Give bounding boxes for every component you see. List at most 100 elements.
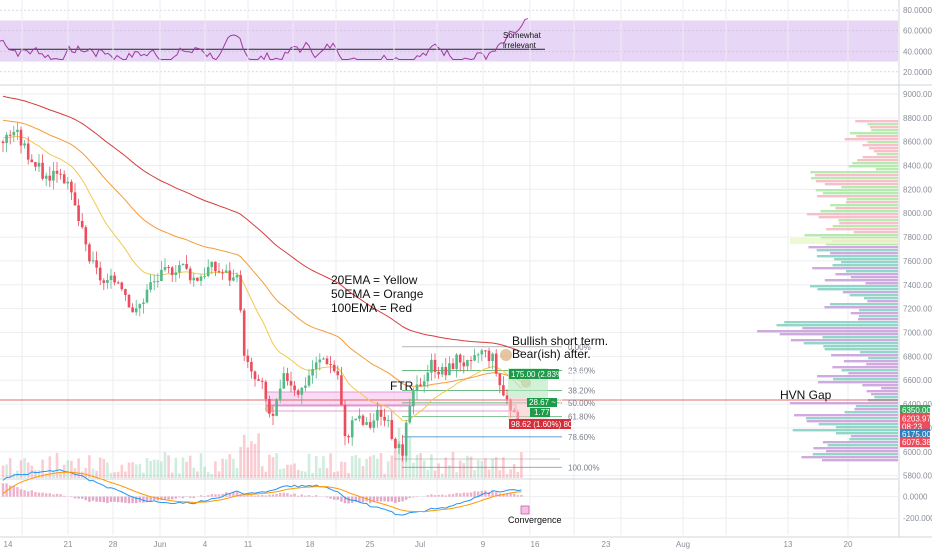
volume-bar bbox=[498, 470, 502, 478]
volume-profile-bar bbox=[832, 264, 898, 267]
volume-profile-bar bbox=[818, 423, 898, 426]
candle-body bbox=[293, 385, 296, 391]
volume-profile-bar bbox=[855, 120, 898, 123]
price-tick-label: 8800.00 bbox=[903, 114, 932, 123]
volume-bar bbox=[293, 463, 296, 478]
volume-bar bbox=[113, 472, 116, 478]
candle-body bbox=[347, 436, 350, 438]
volume-profile-bar bbox=[843, 360, 898, 363]
volume-bar bbox=[160, 461, 163, 478]
volume-bar bbox=[358, 458, 361, 478]
volume-profile-bar bbox=[822, 336, 898, 339]
volume-bars bbox=[1, 427, 523, 478]
volume-profile-bar bbox=[850, 312, 898, 315]
volume-bar bbox=[210, 473, 214, 478]
volume-bar bbox=[66, 460, 70, 478]
macd-histogram-bar bbox=[16, 487, 19, 497]
volume-profile-bar bbox=[811, 177, 898, 180]
volume-bar bbox=[437, 463, 440, 478]
volume-bar bbox=[512, 463, 516, 478]
volume-profile-bar bbox=[801, 456, 898, 459]
candle-body bbox=[322, 358, 325, 360]
volume-profile-bar bbox=[810, 171, 898, 174]
volume-bar bbox=[149, 460, 152, 478]
macd-histogram-bar bbox=[88, 496, 91, 502]
volume-profile-bar bbox=[862, 144, 898, 147]
ema20-line bbox=[2, 135, 522, 422]
price-tick-label: 8200.00 bbox=[903, 185, 932, 194]
volume-bar bbox=[138, 463, 142, 478]
candle-body bbox=[404, 422, 408, 456]
candle-body bbox=[5, 134, 8, 144]
rsi-note-line-1: Somewhat bbox=[503, 31, 542, 40]
candle-body bbox=[329, 364, 332, 366]
candle-body bbox=[124, 289, 127, 295]
volume-bar bbox=[322, 456, 325, 478]
volume-bar bbox=[455, 472, 458, 478]
volume-bar bbox=[318, 467, 322, 478]
candle-body bbox=[332, 364, 336, 372]
volume-profile-bar bbox=[846, 198, 898, 201]
candle-body bbox=[376, 409, 379, 421]
volume-bar bbox=[1, 465, 5, 478]
candle-body bbox=[502, 385, 505, 396]
price-tick-label: 8400.00 bbox=[903, 162, 932, 171]
time-tick-label: 13 bbox=[784, 540, 793, 549]
convergence-marker bbox=[520, 505, 530, 515]
ema50-line bbox=[2, 119, 522, 387]
rsi-panel: 80.0000 60.0000 40.0000 20.0000 bbox=[0, 6, 932, 86]
macd-histogram-bar bbox=[268, 494, 271, 497]
volume-profile-bar bbox=[802, 327, 898, 330]
candle-body bbox=[142, 302, 145, 305]
macd-histogram-bar bbox=[329, 496, 332, 499]
volume-profile-bar bbox=[835, 432, 898, 435]
target-badge bbox=[509, 369, 559, 379]
volume-profile-bar bbox=[841, 369, 898, 372]
macd-histogram-bar bbox=[246, 495, 249, 497]
volume-bar bbox=[95, 470, 98, 478]
volume-profile-bar bbox=[871, 393, 898, 396]
macd-histogram-bar bbox=[271, 494, 275, 497]
macd-histogram-bar bbox=[174, 496, 177, 499]
volume-profile-bar bbox=[816, 249, 898, 252]
volume-bar bbox=[48, 456, 52, 478]
candle-body bbox=[131, 307, 134, 313]
macd-histogram-bar bbox=[189, 496, 192, 498]
ratio-badge-label: 28.67 ~ 2 bbox=[529, 398, 563, 407]
candle-body bbox=[102, 280, 106, 283]
candle-body bbox=[66, 181, 70, 184]
volume-profile-bar bbox=[870, 126, 898, 129]
macd-histogram-bar bbox=[390, 496, 393, 502]
candle-body bbox=[232, 277, 235, 281]
volume-profile-bar bbox=[862, 384, 898, 387]
volume-profile-bar bbox=[875, 168, 898, 171]
price-tick-label: 9000.00 bbox=[903, 90, 932, 99]
macd-histogram-bar bbox=[181, 496, 185, 499]
macd-histogram-bar bbox=[297, 495, 300, 497]
volume-profile-bar bbox=[869, 147, 898, 150]
candle-body bbox=[480, 350, 484, 355]
volume-profile-bar bbox=[849, 294, 898, 297]
candle-body bbox=[34, 162, 37, 167]
target-badge-label: 175.00 (2.83%) 1350 bbox=[511, 370, 586, 379]
candle-body bbox=[264, 381, 268, 399]
volume-profile-bar bbox=[844, 411, 898, 414]
volume-profile-bar bbox=[866, 363, 898, 366]
volume-bar bbox=[426, 469, 430, 478]
candle-body bbox=[214, 261, 217, 272]
candle-body bbox=[408, 406, 412, 423]
candle-body bbox=[325, 358, 329, 365]
candle-body bbox=[430, 359, 433, 373]
volume-bar bbox=[134, 464, 138, 478]
candle-body bbox=[476, 354, 480, 356]
macd-histogram-bar bbox=[484, 490, 487, 497]
volume-bar bbox=[458, 460, 462, 478]
volume-profile-bar bbox=[867, 123, 898, 126]
volume-profile-bar bbox=[835, 426, 898, 429]
volume-profile-bar bbox=[832, 366, 898, 369]
fib-level-label: 0.00% bbox=[568, 343, 591, 352]
ema-legend-line-3: 100EMA = Red bbox=[331, 301, 412, 315]
volume-bar bbox=[52, 471, 55, 478]
macd-histogram-bar bbox=[394, 496, 397, 504]
candle-body bbox=[437, 371, 440, 375]
